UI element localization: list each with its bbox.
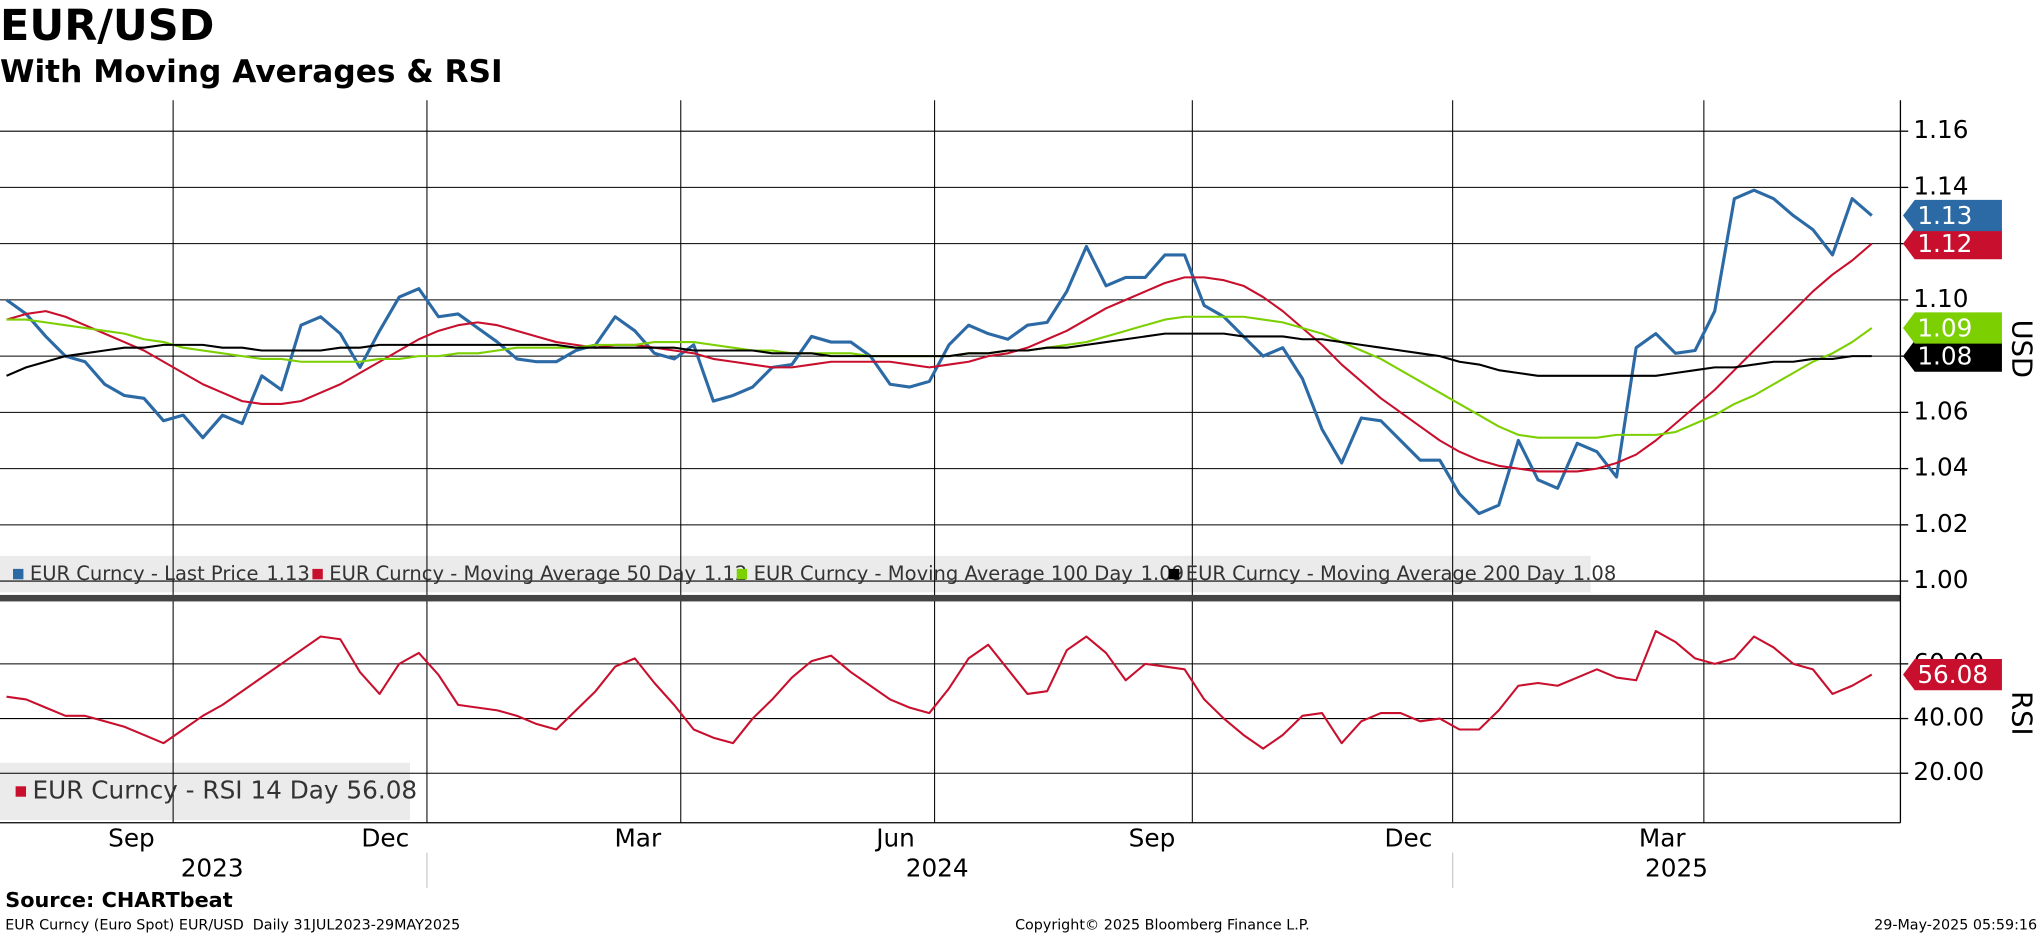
x-tick-label: Sep (1129, 824, 1176, 853)
legend-box (0, 762, 411, 821)
legend-name: EUR Curncy - Last Price (30, 562, 259, 585)
value-badge-label: 1.08 (1917, 341, 1972, 370)
chart-title: EUR/USD (0, 1, 214, 51)
legend-swatch (312, 568, 323, 580)
legend-name: EUR Curncy - Moving Average 200 Day (1186, 562, 1565, 585)
source: Source: CHARTbeat (5, 888, 233, 912)
legend-label: EUR Curncy - RSI 14 Day 56.08 (33, 775, 418, 804)
legend-box (0, 555, 1591, 593)
chart-subtitle: With Moving Averages & RSI (0, 54, 503, 90)
legend-label: EUR Curncy - Moving Average 50 Day 1.12 (329, 562, 747, 585)
legend-name: EUR Curncy - Moving Average 50 Day (329, 562, 696, 585)
legend-name: EUR Curncy - RSI 14 Day (33, 775, 339, 804)
y-tick-label: 20.00 (1913, 757, 1984, 786)
panel-separator (0, 594, 1901, 602)
footer-center: Copyright© 2025 Bloomberg Finance L.P. (1015, 918, 1310, 934)
legend-value: 56.08 (346, 775, 417, 804)
value-badge-label: 56.08 (1917, 660, 1988, 689)
value-badge (1903, 340, 2002, 372)
y-axis-title: USD (2006, 320, 2037, 378)
series-line (6, 242, 1873, 473)
y-axis-title: RSI (2006, 691, 2037, 735)
x-year-label: 2024 (906, 854, 969, 883)
legend-value: 1.12 (704, 562, 747, 585)
y-tick-label: 1.16 (1913, 115, 1968, 144)
x-year-label: 2023 (181, 854, 244, 883)
x-tick-label: Jun (874, 824, 915, 853)
legend-swatch (736, 568, 748, 580)
y-tick-label: 1.00 (1913, 565, 1968, 594)
legend-value: 1.08 (1573, 562, 1616, 585)
legend-swatch (1168, 568, 1180, 580)
legend-label: EUR Curncy - Last Price 1.13 (30, 562, 310, 585)
value-badge-label: 1.12 (1917, 229, 1972, 258)
y-tick-label: 1.04 (1913, 453, 1968, 482)
legend-name: EUR Curncy - Moving Average 100 Day (754, 562, 1133, 585)
value-badge (1903, 228, 2002, 260)
x-tick-label: Mar (1639, 824, 1686, 853)
x-tick-label: Dec (361, 824, 409, 853)
value-badge-label: 1.09 (1917, 313, 1972, 342)
value-badge-label: 1.13 (1917, 201, 1972, 230)
x-tick-label: Dec (1384, 824, 1432, 853)
y-tick-label: 40.00 (1913, 703, 1984, 732)
series-line (6, 332, 1872, 377)
y-tick-label: 1.10 (1913, 284, 1968, 313)
legend-label: EUR Curncy - Moving Average 200 Day 1.08 (1186, 562, 1616, 585)
footer-right: 29-May-2025 05:59:16 (1874, 918, 2037, 934)
x-tick-label: Sep (108, 824, 155, 853)
legend-value: 1.13 (266, 562, 309, 585)
value-badge (1903, 658, 2002, 691)
legend-label: EUR Curncy - Moving Average 100 Day 1.09 (754, 562, 1184, 585)
value-badge (1903, 312, 2002, 344)
x-year-label: 2025 (1645, 854, 1708, 883)
series-line (5, 188, 1873, 516)
footer-left: EUR Curncy (Euro Spot) EUR/USD Daily 31J… (5, 918, 460, 934)
y-tick-label: 1.14 (1913, 171, 1968, 200)
value-badge (1903, 199, 2002, 232)
legend-swatch (15, 786, 27, 797)
y-tick-label: 1.02 (1913, 509, 1968, 538)
x-tick-label: Mar (614, 824, 661, 853)
y-tick-label: 1.06 (1913, 396, 1968, 425)
legend-swatch (13, 568, 24, 580)
series-line (6, 630, 1873, 750)
